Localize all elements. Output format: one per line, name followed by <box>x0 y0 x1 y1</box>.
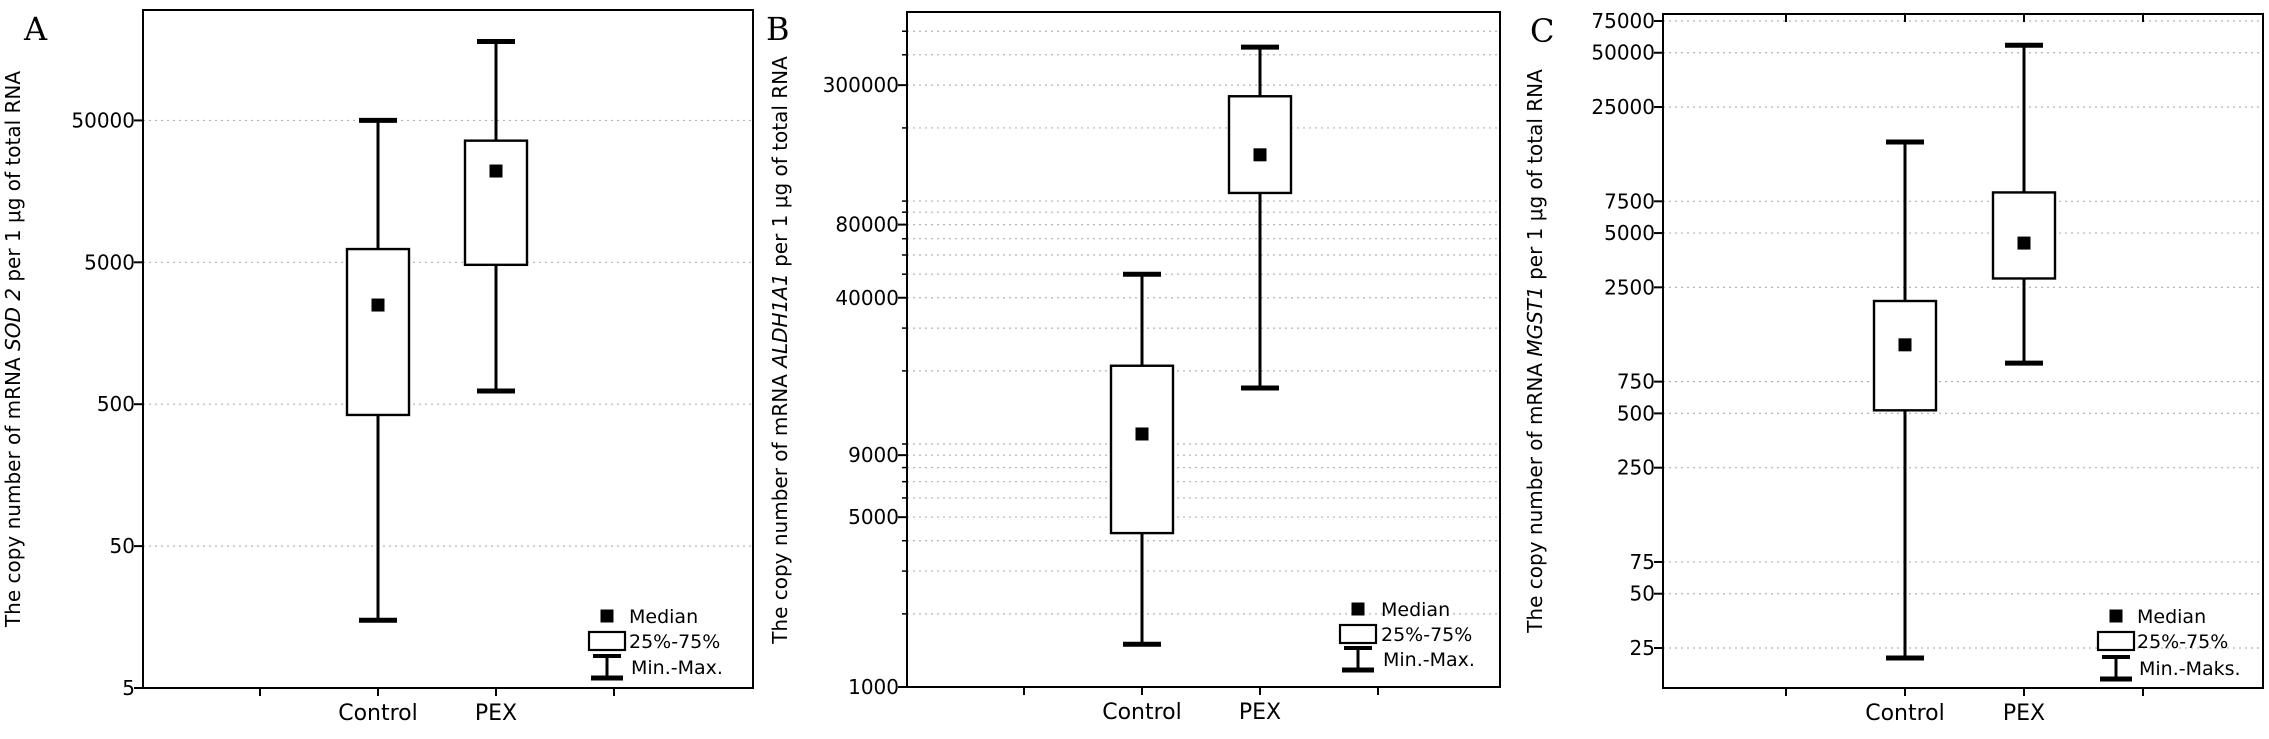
legend-median-swatch <box>1351 602 1365 616</box>
iqr-box-control <box>345 247 411 417</box>
legend-whisker-label: Min.-Maks. <box>2139 658 2241 680</box>
y-tick-label: 80000 <box>835 213 899 237</box>
panel-C: 75000 50000 25000 7500 5000 2500 750 500 250 75 50… <box>1523 9 2264 726</box>
legend-box-label: 25%-75% <box>1381 624 1472 646</box>
legend-box-label: 25%-75% <box>629 631 720 653</box>
panel-letter: C <box>1530 12 1554 50</box>
legend-whisker-swatch <box>591 654 623 681</box>
legend-box-swatch <box>2096 630 2136 652</box>
legend-box-label: 25%-75% <box>2137 631 2228 653</box>
series-pex <box>1991 42 2057 366</box>
series-control <box>345 117 411 623</box>
y-tick-label: 5 <box>122 676 135 700</box>
median-marker-pex <box>489 164 503 178</box>
iqr-box-pex <box>1991 191 2057 280</box>
x-category-label: PEX <box>2003 701 2045 726</box>
plot-frame <box>142 9 754 689</box>
y-tick-label: 300000 <box>823 73 899 97</box>
legend-median-label: Median <box>2137 606 2206 628</box>
y-tick-label: 40000 <box>835 286 899 310</box>
legend-median-swatch <box>2109 609 2123 623</box>
iqr-box-pex <box>463 139 529 267</box>
y-tick-label: 750 <box>1617 370 1655 394</box>
y-tick-label: 50000 <box>71 108 135 132</box>
y-tick-label: 50000 <box>1591 41 1655 65</box>
y-axis-title-prefix: The copy number of mRNA <box>1 351 25 628</box>
series-pex <box>1227 44 1293 391</box>
median-marker-pex <box>1253 148 1267 162</box>
iqr-box-control <box>1872 299 1938 412</box>
y-axis-title-gene: ALDH1A1 <box>768 273 792 369</box>
legend-box-swatch <box>1338 623 1378 645</box>
y-axis-title-suffix: per 1 μg of total RNA <box>1 71 25 288</box>
y-tick-label: 5000 <box>84 250 135 274</box>
legend: Median 25%-75% Min.-Max. <box>587 606 723 681</box>
plot-frame <box>906 11 1501 688</box>
legend-whisker-swatch <box>1342 646 1374 673</box>
y-tick-label: 250 <box>1617 456 1655 480</box>
panel-B: 300000 80000 40000 9000 5000 1000 Control PEX Th… <box>766 10 1501 725</box>
y-tick-label: 9000 <box>848 443 899 467</box>
x-category-label: PEX <box>1239 700 1281 725</box>
y-tick-label: 50 <box>1630 582 1655 606</box>
y-tick-label: 50 <box>110 534 135 558</box>
y-axis-title-suffix: per 1 μg of total RNA <box>768 56 792 273</box>
y-axis-title: The copy number of mRNA ALDH1A1 per 1 μg… <box>768 56 792 645</box>
y-axis-title-suffix: per 1 μg of total RNA <box>1523 69 1547 286</box>
y-tick-label: 75 <box>1630 550 1655 574</box>
iqr-box-control <box>1109 364 1175 535</box>
y-tick-label: 25000 <box>1591 95 1655 119</box>
series-control <box>1872 139 1938 661</box>
y-axis-title-prefix: The copy number of mRNA <box>768 368 792 645</box>
legend-median-swatch <box>600 609 614 623</box>
median-marker-control <box>371 298 385 312</box>
legend-whisker-swatch <box>2100 655 2132 682</box>
y-tick-label: 5000 <box>1604 221 1655 245</box>
median-marker-control <box>1898 338 1912 352</box>
panel-A: 50000 5000 500 50 5 Control PEX The copy number… <box>1 9 754 726</box>
y-tick-label: 2500 <box>1604 275 1655 299</box>
y-axis-title: The copy number of mRNA MGST1 per 1 μg o… <box>1523 69 1547 634</box>
y-tick-label: 25 <box>1630 636 1655 660</box>
legend: Median 25%-75% Min.-Maks. <box>2096 606 2241 682</box>
y-tick-label: 7500 <box>1604 189 1655 213</box>
y-axis-title: The copy number of mRNA SOD 2 per 1 μg o… <box>1 71 25 628</box>
y-axis-title-gene: SOD 2 <box>1 288 25 351</box>
legend: Median 25%-75% Min.-Max. <box>1338 599 1475 673</box>
panel-letter: B <box>766 10 790 48</box>
legend-whisker-label: Min.-Max. <box>631 657 723 679</box>
y-tick-label: 5000 <box>848 505 899 529</box>
x-category-label: Control <box>338 701 418 726</box>
y-axis-title-prefix: The copy number of mRNA <box>1523 357 1547 634</box>
panel-letter: A <box>23 10 48 48</box>
x-category-label: PEX <box>475 701 517 726</box>
median-marker-pex <box>2017 236 2031 250</box>
legend-box-swatch <box>587 630 627 652</box>
x-category-label: Control <box>1865 701 1945 726</box>
median-marker-control <box>1135 427 1149 441</box>
y-tick-label: 75000 <box>1591 9 1655 33</box>
plot-frame <box>1662 13 2264 689</box>
x-category-label: Control <box>1102 700 1182 725</box>
series-pex <box>463 38 529 394</box>
series-control <box>1109 271 1175 647</box>
y-tick-label: 500 <box>97 392 135 416</box>
y-tick-label: 1000 <box>848 675 899 699</box>
iqr-box-pex <box>1227 95 1293 195</box>
legend-median-label: Median <box>629 606 698 628</box>
y-axis-title-gene: MGST1 <box>1523 286 1547 356</box>
legend-whisker-label: Min.-Max. <box>1383 649 1475 671</box>
legend-median-label: Median <box>1381 599 1450 621</box>
y-tick-label: 500 <box>1617 401 1655 425</box>
